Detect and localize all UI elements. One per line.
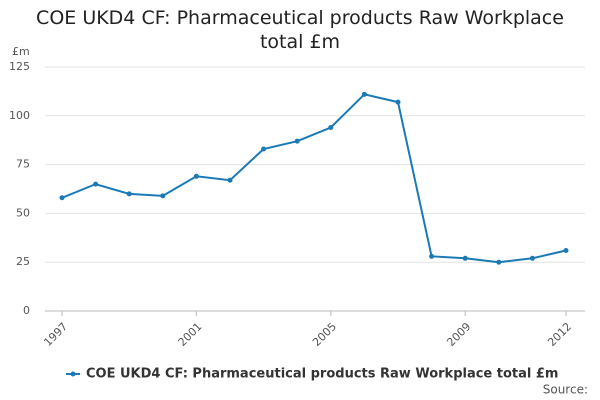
data-point [395, 99, 401, 105]
source: Source: [543, 383, 588, 397]
legend-label: COE UKD4 CF: Pharmaceutical products Raw… [86, 367, 558, 382]
x-tick-label: 2005 [310, 320, 339, 349]
x-tick-label: 2009 [444, 320, 473, 349]
data-point [93, 181, 99, 187]
legend-marker [70, 371, 76, 377]
data-point [160, 193, 166, 199]
data-point [193, 173, 199, 179]
series-line [61, 93, 567, 264]
y-tick-label: 125 [9, 60, 30, 73]
data-point [328, 125, 334, 131]
data-point [261, 146, 267, 152]
x-tick-label: 2001 [176, 320, 205, 349]
y-tick-label: 100 [9, 109, 30, 122]
y-tick-label: 25 [16, 255, 30, 268]
y-tick-label: 75 [16, 158, 30, 171]
y-tick-label: 50 [16, 206, 30, 219]
data-point [462, 255, 468, 261]
data-point [496, 259, 502, 265]
x-tick-label: 2012 [545, 320, 574, 349]
data-point [294, 138, 300, 144]
data-point [529, 255, 535, 261]
data-point [361, 91, 367, 97]
data-point [126, 191, 132, 197]
data-point [227, 177, 233, 183]
chart-title: COE UKD4 CF: Pharmaceutical products Raw… [36, 7, 564, 53]
data-point [563, 247, 569, 253]
y-tick-label: 0 [23, 304, 30, 317]
data-point [59, 195, 65, 201]
data-point [429, 253, 435, 259]
x-tick-label: 1997 [41, 320, 70, 349]
y-unit-label: £m [12, 45, 30, 58]
